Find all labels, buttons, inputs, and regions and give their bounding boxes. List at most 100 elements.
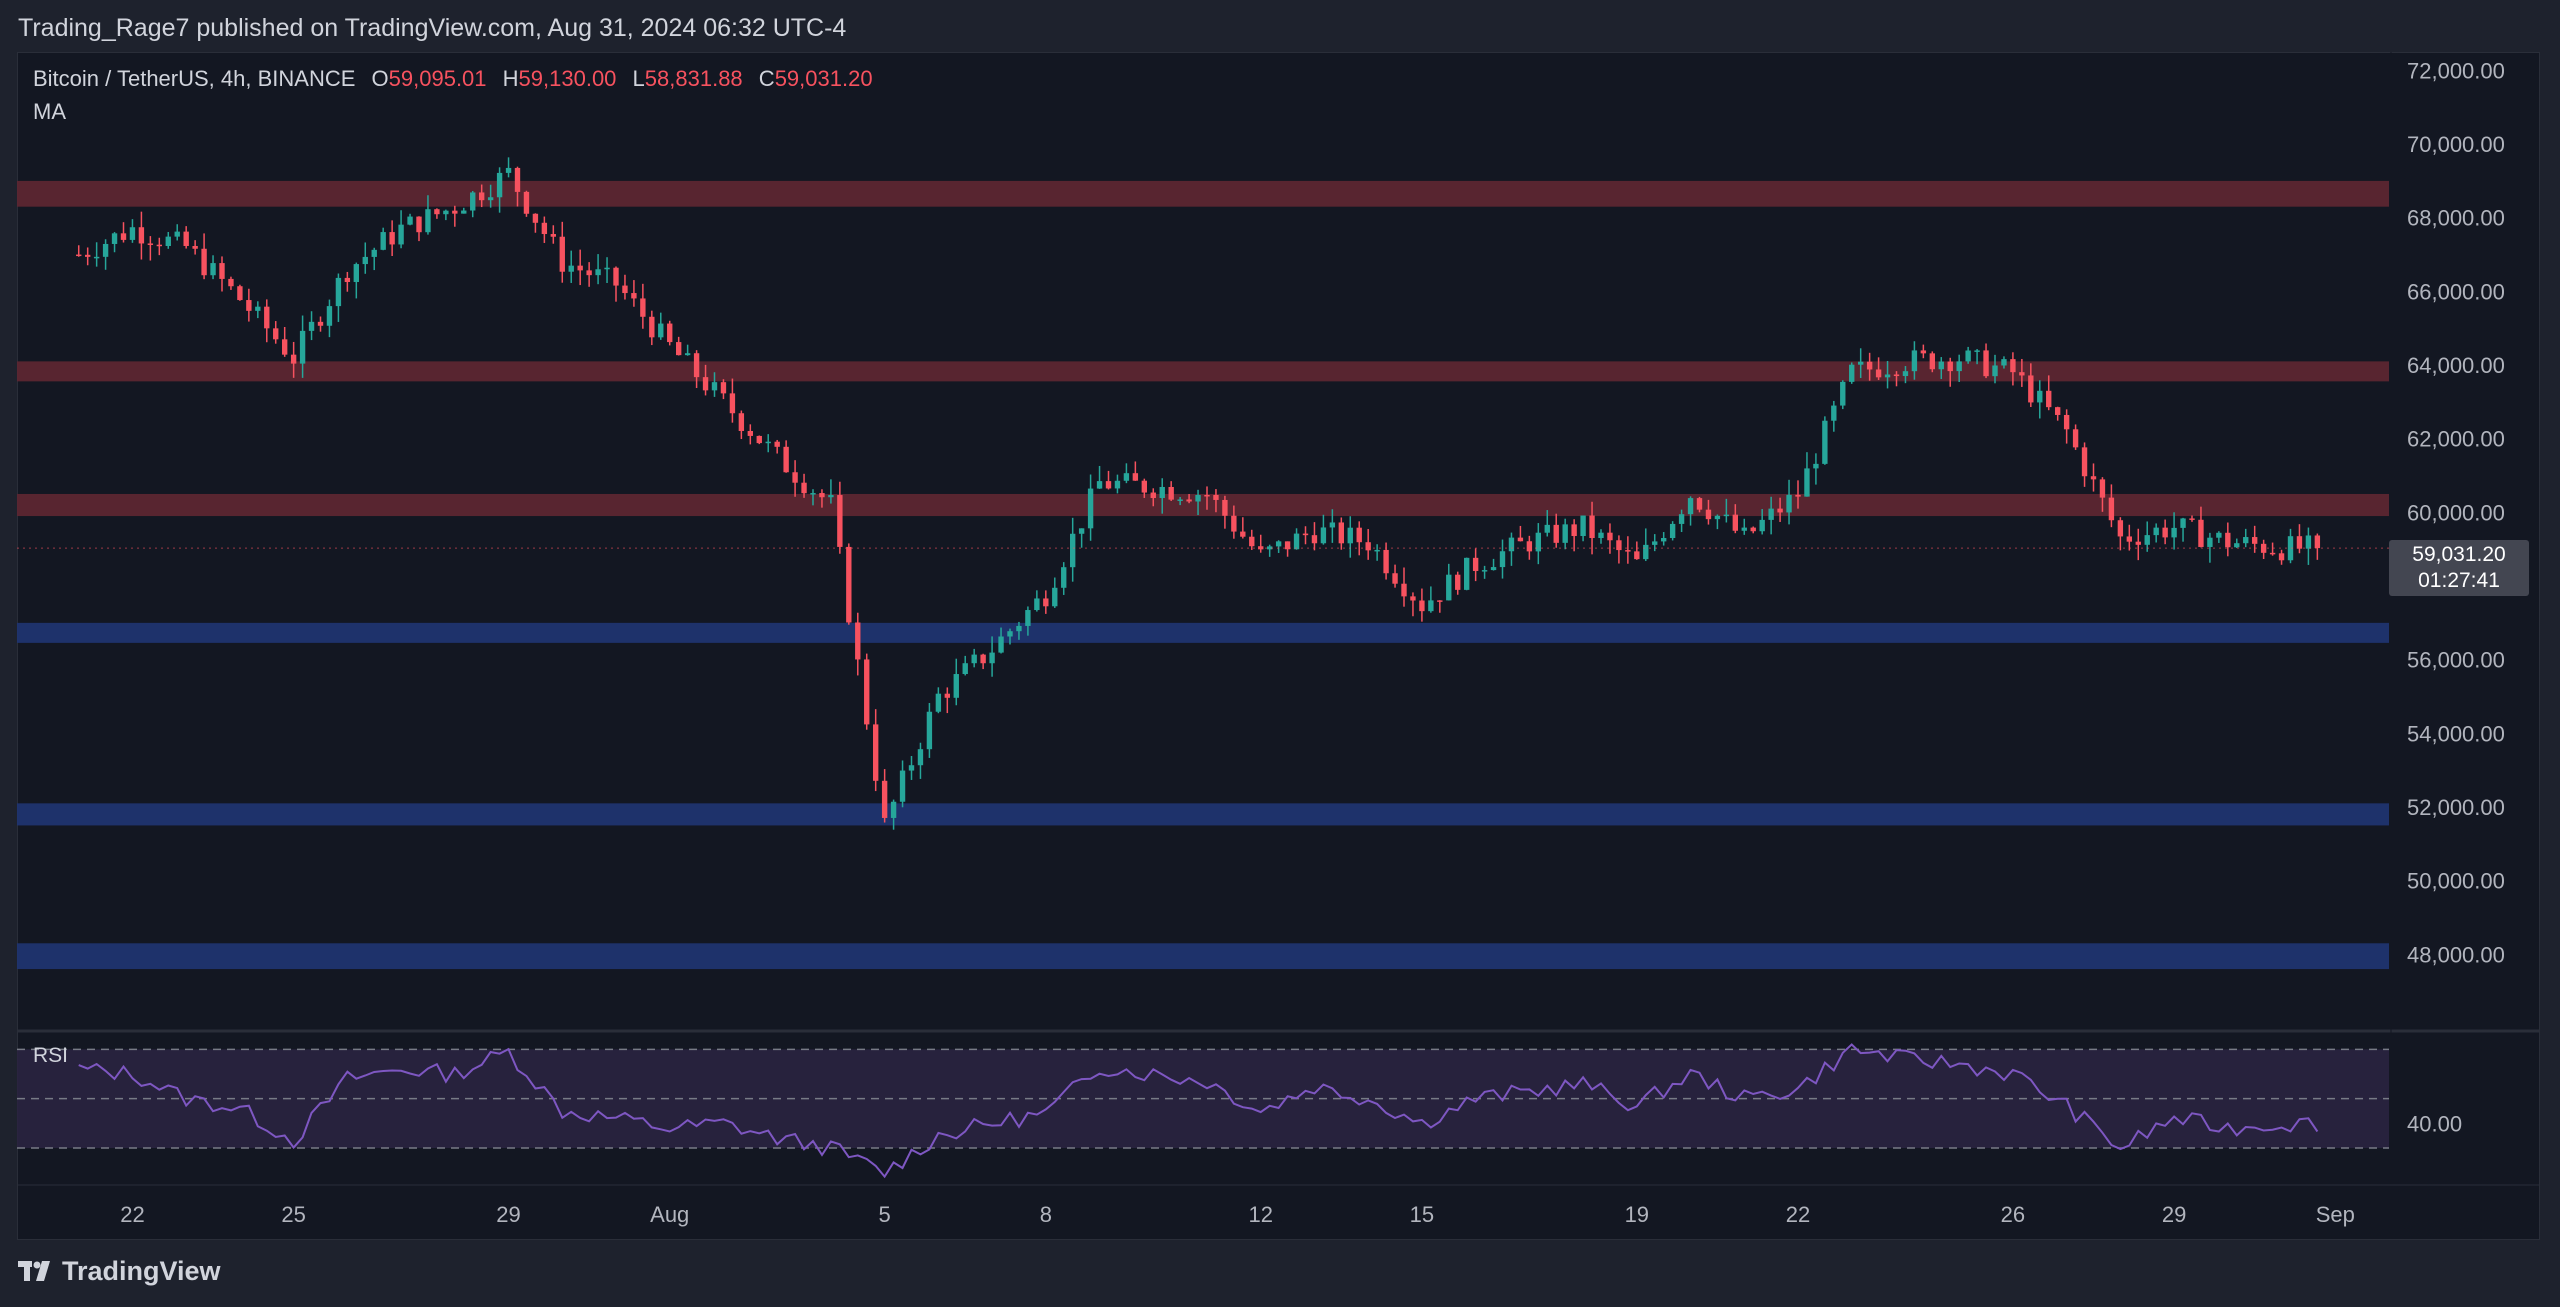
candle-body[interactable] (881, 780, 888, 818)
resistance-zone[interactable] (17, 361, 2389, 382)
candle-body[interactable] (1508, 537, 1515, 552)
candle-body[interactable] (192, 245, 198, 249)
chart-frame[interactable] (17, 52, 2540, 1240)
candle-body[interactable] (989, 652, 995, 664)
candle-body[interactable] (998, 636, 1004, 653)
candle-body[interactable] (1920, 350, 1927, 354)
candle-body[interactable] (281, 339, 288, 355)
candle-body[interactable] (1284, 541, 1291, 550)
candle-body[interactable] (1992, 365, 1998, 377)
candle-body[interactable] (165, 236, 171, 247)
candle-body[interactable] (2144, 535, 2150, 545)
candle-body[interactable] (2243, 537, 2249, 544)
candle-body[interactable] (362, 256, 368, 265)
candle-body[interactable] (980, 654, 986, 664)
candle-body[interactable] (1159, 486, 1165, 499)
candle-body[interactable] (711, 382, 718, 391)
candle-body[interactable] (1831, 405, 1837, 421)
candle-body[interactable] (1168, 486, 1174, 500)
candle-body[interactable] (1374, 549, 1380, 552)
candle-body[interactable] (174, 231, 180, 237)
candle-body[interactable] (559, 236, 565, 272)
candle-body[interactable] (729, 393, 736, 414)
candle-body[interactable] (2001, 359, 2007, 366)
candle-body[interactable] (2278, 553, 2285, 561)
candle-body[interactable] (926, 711, 933, 750)
candle-body[interactable] (1732, 514, 1739, 531)
candle-body[interactable] (273, 328, 279, 340)
candle-body[interactable] (398, 224, 404, 245)
candle-body[interactable] (2314, 535, 2321, 549)
candle-body[interactable] (792, 472, 798, 483)
candle-body[interactable] (183, 231, 189, 246)
candle-body[interactable] (1213, 494, 1219, 500)
candle-body[interactable] (1428, 600, 1434, 612)
candle-body[interactable] (1741, 527, 1747, 531)
candle-body[interactable] (246, 300, 252, 311)
candle-body[interactable] (1052, 587, 1058, 607)
candle-body[interactable] (953, 674, 959, 698)
candle-body[interactable] (1123, 473, 1130, 481)
candle-body[interactable] (514, 167, 521, 192)
candle-body[interactable] (1177, 499, 1183, 501)
candle-body[interactable] (1311, 535, 1318, 544)
candle-body[interactable] (1526, 541, 1533, 552)
candle-body[interactable] (76, 254, 82, 257)
candle-body[interactable] (1580, 515, 1586, 537)
candle-body[interactable] (595, 269, 601, 276)
candle-body[interactable] (1849, 364, 1855, 382)
candle-body[interactable] (872, 724, 879, 781)
candle-body[interactable] (2028, 375, 2034, 403)
candle-body[interactable] (1652, 541, 1658, 545)
candle-body[interactable] (568, 265, 574, 272)
candle-body[interactable] (1660, 538, 1667, 542)
candle-body[interactable] (1786, 494, 1792, 513)
candle-body[interactable] (2251, 537, 2258, 544)
candle-body[interactable] (541, 222, 548, 235)
candle-body[interactable] (416, 216, 422, 233)
candle-body[interactable] (640, 298, 646, 317)
candle-body[interactable] (1535, 532, 1542, 552)
candle-body[interactable] (550, 234, 557, 237)
candle-body[interactable] (846, 546, 852, 623)
candle-body[interactable] (102, 243, 109, 257)
candle-body[interactable] (935, 693, 942, 712)
candle-body[interactable] (2099, 479, 2106, 498)
candle-body[interactable] (864, 659, 870, 725)
candle-body[interactable] (1947, 361, 1953, 372)
candle-body[interactable] (2216, 532, 2222, 538)
candle-body[interactable] (335, 277, 342, 307)
candle-body[interactable] (675, 342, 682, 356)
candle-body[interactable] (1025, 610, 1031, 626)
candle-body[interactable] (2117, 520, 2124, 537)
candle-body[interactable] (2153, 527, 2159, 536)
candle-body[interactable] (290, 354, 297, 364)
support-zone[interactable] (17, 803, 2389, 826)
candle-body[interactable] (1204, 494, 1210, 497)
candle-body[interactable] (855, 622, 861, 660)
candle-body[interactable] (1338, 522, 1345, 544)
candle-body[interactable] (1016, 625, 1022, 632)
candle-body[interactable] (532, 213, 539, 223)
candle-body[interactable] (684, 353, 691, 356)
candle-body[interactable] (380, 232, 386, 250)
candle-body[interactable] (2072, 429, 2079, 448)
candle-body[interactable] (1813, 463, 1819, 469)
candle-body[interactable] (1598, 532, 1604, 539)
candle-body[interactable] (944, 693, 951, 698)
candle-body[interactable] (1866, 361, 1873, 370)
candle-body[interactable] (577, 265, 583, 271)
candle-body[interactable] (308, 321, 315, 331)
candle-body[interactable] (264, 306, 270, 329)
candle-body[interactable] (1929, 353, 1936, 370)
candle-body[interactable] (2189, 518, 2195, 520)
candle-body[interactable] (1777, 508, 1783, 513)
candle-body[interactable] (756, 435, 762, 444)
candle-body[interactable] (425, 209, 431, 233)
candle-body[interactable] (120, 233, 127, 240)
candle-body[interactable] (1875, 369, 1882, 378)
candle-body[interactable] (389, 232, 395, 245)
candle-body[interactable] (1266, 546, 1273, 550)
candle-body[interactable] (1983, 350, 1989, 377)
candle-body[interactable] (2108, 497, 2115, 521)
